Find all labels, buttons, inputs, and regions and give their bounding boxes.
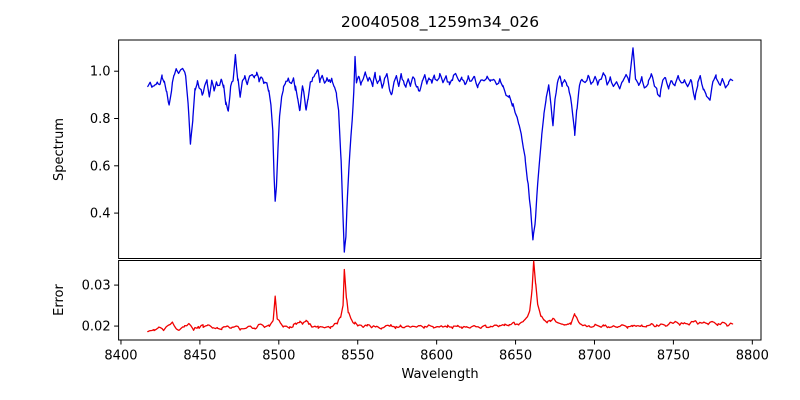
x-axis-label: Wavelength: [401, 367, 478, 382]
x-tick-label: 8600: [420, 349, 453, 364]
y-tick-label: 1.0: [90, 65, 111, 80]
x-tick-label: 8700: [578, 349, 611, 364]
y-tick-label: 0.6: [90, 159, 111, 174]
spectrum-y-axis-label: Spectrum: [52, 118, 67, 181]
error-axes-frame: [118, 260, 762, 341]
y-tick-label: 0.03: [82, 279, 111, 294]
x-tick-label: 8500: [262, 349, 295, 364]
y-tick-label: 0.8: [90, 112, 111, 127]
y-tick-label: 0.4: [90, 207, 111, 222]
spectrum-axes-frame: [118, 39, 762, 259]
x-tick-label: 8800: [736, 349, 769, 364]
chart-title: 20040508_1259m34_026: [341, 13, 539, 32]
spectrum-plot: 0.4 0.6 0.8 1.0: [90, 39, 762, 259]
x-tick-label: 8450: [183, 349, 216, 364]
x-tick-label: 8550: [341, 349, 374, 364]
x-tick-label: 8400: [104, 349, 137, 364]
plots-group: 0.4 0.6 0.8 1.0 0.02 0.03 8400 8450 8500 8550 8600…: [82, 39, 769, 364]
x-tick-label: 8650: [499, 349, 532, 364]
y-tick-label: 0.02: [82, 320, 111, 335]
error-y-axis-label: Error: [52, 284, 67, 316]
x-tick-label: 8750: [657, 349, 690, 364]
spectrum-line: [147, 47, 734, 253]
error-plot: 0.02 0.03 8400 8450 8500 8550 8600 8650 8700 8750…: [82, 260, 769, 364]
error-line: [147, 260, 734, 333]
